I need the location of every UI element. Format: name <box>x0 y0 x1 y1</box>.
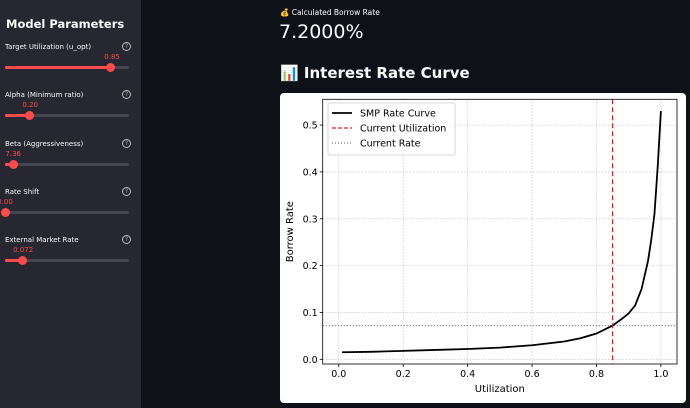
param-label: External Market Rate <box>5 236 79 244</box>
y-tick-label: 0.3 <box>303 214 318 225</box>
legend-current-rate: Current Rate <box>360 139 421 150</box>
slider-thumb[interactable] <box>8 160 18 169</box>
plot-frame <box>322 98 678 365</box>
x-tick-label: 0.6 <box>525 369 540 380</box>
slider-thumb[interactable] <box>25 111 35 120</box>
param-value: 0.072 <box>13 246 34 254</box>
slider-fill <box>5 66 111 69</box>
help-icon[interactable]: ? <box>122 42 131 51</box>
x-tick-label: 1.0 <box>653 369 668 380</box>
param-beta-aggressiveness: Beta (Aggressiveness) ? 7.36 <box>5 139 131 180</box>
borrow-rate-label: 💰 Calculated Borrow Rate <box>280 8 380 17</box>
smp-rate-curve <box>342 110 662 354</box>
param-label: Beta (Aggressiveness) <box>5 140 84 148</box>
x-tick-label: 0.8 <box>589 369 604 380</box>
x-tick-label: 0.4 <box>460 369 475 380</box>
param-rate-shift: Rate Shift ? 0.00 <box>0 187 131 228</box>
param-slider[interactable] <box>0 208 129 217</box>
interest-rate-chart: 0.0 0.2 0.4 0.6 0.8 1.0 0.0 0.1 0.2 0.3 0.4 0.5 Util… <box>280 93 686 403</box>
param-external-market-rate: External Market Rate ? 0.072 <box>5 235 131 276</box>
param-label: Rate Shift <box>5 188 40 196</box>
param-target-utilization-u-opt: Target Utilization (u_opt) ? 0.85 <box>5 42 131 83</box>
help-icon[interactable]: ? <box>122 139 131 148</box>
slider-thumb[interactable] <box>105 63 115 72</box>
y-tick-label: 0.4 <box>303 167 318 178</box>
x-tick-label: 0.2 <box>396 369 411 380</box>
x-tick-label: 0.0 <box>331 369 346 380</box>
help-icon[interactable]: ? <box>122 235 131 244</box>
param-slider[interactable] <box>5 256 129 265</box>
legend-smp-rate-curve: SMP Rate Curve <box>360 109 436 120</box>
param-value: 0.85 <box>104 53 120 61</box>
param-slider[interactable] <box>5 63 129 72</box>
legend-current-utilization: Current Utilization <box>360 124 446 135</box>
y-axis-label: Borrow Rate <box>285 201 296 262</box>
param-value: 0.00 <box>0 198 13 206</box>
sidebar: Model Parameters Target Utilization (u_o… <box>0 0 141 408</box>
x-axis-label: Utilization <box>475 384 525 395</box>
y-tick-label: 0.1 <box>303 308 318 319</box>
borrow-rate-value: 7.2000% <box>279 21 364 43</box>
slider-fill <box>5 259 23 262</box>
y-tick-label: 0.2 <box>303 261 318 272</box>
param-value: 0.20 <box>22 101 38 109</box>
param-label: Alpha (Minimum ratio) <box>5 91 84 99</box>
legend <box>327 102 456 156</box>
slider-fill <box>5 114 30 117</box>
param-slider[interactable] <box>5 111 129 120</box>
sidebar-title: Model Parameters <box>6 17 125 31</box>
curve-section-title: 📊 Interest Rate Curve <box>280 64 470 82</box>
help-icon[interactable]: ? <box>122 187 131 196</box>
slider-thumb[interactable] <box>18 256 28 265</box>
help-icon[interactable]: ? <box>122 90 131 99</box>
param-alpha-minimum-ratio: Alpha (Minimum ratio) ? 0.20 <box>5 90 131 131</box>
param-value: 7.36 <box>5 150 21 158</box>
y-tick-label: 0.5 <box>303 121 318 132</box>
param-slider[interactable] <box>5 160 129 169</box>
y-tick-label: 0.0 <box>303 355 318 366</box>
param-label: Target Utilization (u_opt) <box>5 43 92 51</box>
chart-svg: 0.0 0.2 0.4 0.6 0.8 1.0 0.0 0.1 0.2 0.3 0.4 0.5 Util… <box>285 98 678 395</box>
slider-thumb[interactable] <box>0 208 10 217</box>
